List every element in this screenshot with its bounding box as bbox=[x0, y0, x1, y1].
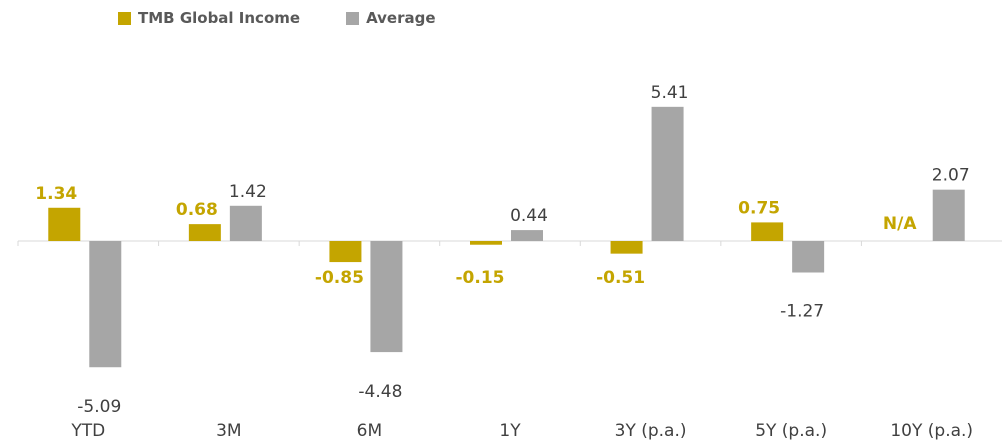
data-label-fund: N/A bbox=[883, 214, 917, 234]
bar-average bbox=[932, 189, 965, 241]
data-label-fund: 0.68 bbox=[176, 200, 218, 220]
bar-fund bbox=[751, 222, 784, 241]
data-label-average: 0.44 bbox=[510, 206, 548, 226]
bar-average bbox=[511, 230, 543, 241]
data-label-average: -5.09 bbox=[77, 397, 121, 417]
bar-average bbox=[370, 241, 403, 353]
bar-average bbox=[89, 241, 122, 368]
x-tick-label: YTD bbox=[70, 421, 105, 441]
bar-fund bbox=[329, 241, 362, 263]
legend-swatch-fund bbox=[118, 11, 131, 25]
data-label-fund: -0.85 bbox=[315, 268, 364, 288]
data-label-fund: 1.34 bbox=[35, 184, 77, 204]
bar-fund bbox=[48, 207, 81, 241]
bar-average bbox=[651, 106, 684, 241]
bar-average bbox=[792, 241, 825, 273]
data-label-average: 1.42 bbox=[229, 182, 267, 202]
bar-fund bbox=[188, 224, 221, 241]
x-tick-label: 3Y (p.a.) bbox=[615, 421, 687, 441]
x-tick-label: 5Y (p.a.) bbox=[755, 421, 827, 441]
legend-item-fund: TMB Global Income bbox=[118, 9, 300, 27]
x-tick-label: 6M bbox=[357, 421, 382, 441]
data-label-average: 5.41 bbox=[651, 83, 689, 103]
bar-fund bbox=[470, 241, 502, 245]
bar-average bbox=[229, 205, 262, 241]
legend-item-average: Average bbox=[346, 9, 436, 27]
legend-label-average: Average bbox=[366, 9, 436, 27]
chart-legend: TMB Global Income Average bbox=[118, 9, 482, 27]
data-label-fund: -0.15 bbox=[456, 268, 505, 288]
data-label-average: -1.27 bbox=[780, 301, 824, 321]
legend-swatch-average bbox=[346, 11, 360, 25]
legend-label-fund: TMB Global Income bbox=[138, 9, 301, 27]
data-label-fund: -0.51 bbox=[596, 268, 645, 288]
data-label-average: -4.48 bbox=[358, 382, 402, 402]
data-label-average: 2.07 bbox=[932, 166, 970, 186]
x-tick-label: 3M bbox=[216, 421, 241, 441]
data-label-fund: 0.75 bbox=[738, 198, 780, 218]
bar-fund bbox=[610, 241, 643, 254]
x-tick-label: 10Y (p.a.) bbox=[890, 421, 973, 441]
x-tick-label: 1Y bbox=[499, 421, 521, 441]
